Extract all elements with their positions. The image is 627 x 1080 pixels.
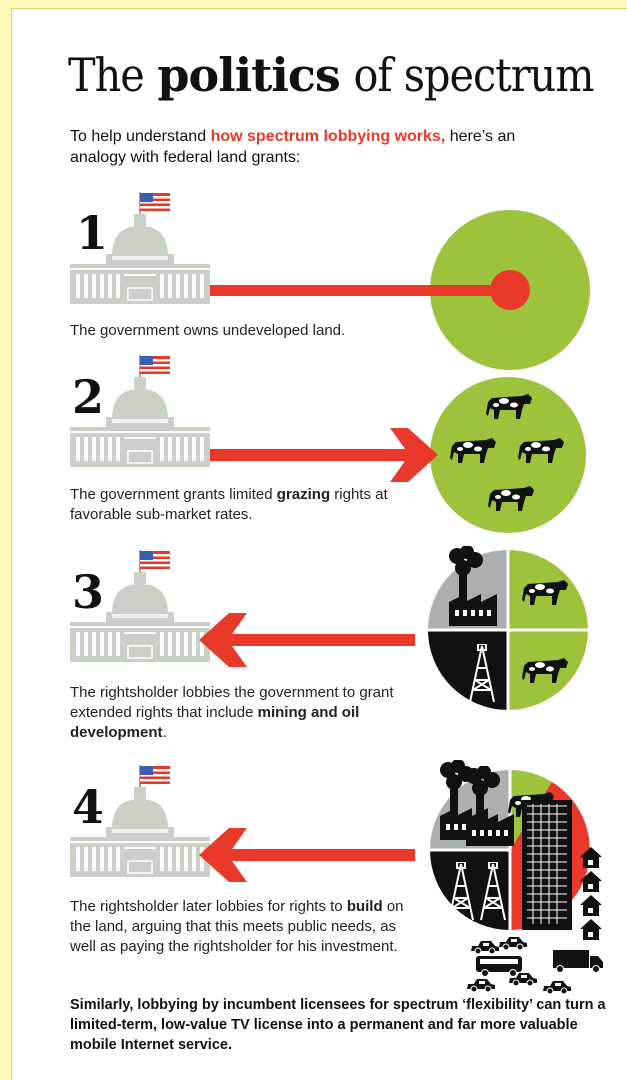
step-text: The government owns undeveloped land. — [70, 321, 430, 341]
text: of spectrum — [353, 48, 594, 102]
arrow-left — [199, 828, 415, 882]
land-circle — [430, 377, 586, 533]
arrow-left — [199, 613, 415, 667]
step-number: 2 — [72, 370, 105, 424]
bold-text: build — [346, 898, 383, 915]
car-icon — [543, 981, 571, 994]
step-number: 1 — [76, 206, 109, 260]
text: The government owns undeveloped land. — [70, 322, 346, 339]
house-icon — [580, 919, 602, 940]
truck-icon — [553, 950, 603, 973]
connector-line — [210, 285, 510, 296]
text: The rightsholder lobbies the government … — [70, 684, 394, 721]
text: rights at favorable sub-market rates. — [70, 486, 388, 523]
bold-text: politics — [157, 48, 340, 102]
bold-text: grazing — [276, 486, 331, 503]
intro: To help understand how spectrum lobbying… — [70, 126, 530, 168]
car-icon — [467, 979, 495, 992]
house-icon — [580, 895, 602, 916]
bus-icon — [476, 956, 522, 977]
footer: Similarly, lobbying by incumbent license… — [70, 997, 606, 1053]
step-text: The rightsholder lobbies the government … — [70, 683, 420, 743]
text: The rightsholder later lobbies for right… — [70, 898, 343, 915]
building-icon — [522, 800, 572, 930]
text: The — [68, 48, 145, 102]
car-icon — [499, 937, 527, 950]
text: on the land, arguing that this meets pub… — [70, 898, 404, 955]
arrow-right — [210, 428, 438, 482]
pie-oil — [428, 630, 508, 710]
text: The government grants limited — [70, 486, 273, 503]
text: To help understand — [70, 128, 207, 145]
step-number: 3 — [72, 565, 105, 619]
car-icon — [471, 941, 499, 954]
bold-text: how spectrum lobbying works, — [210, 128, 446, 145]
connector-dot — [490, 270, 530, 310]
step-text: The government grants limited grazing ri… — [70, 485, 410, 525]
step-text: The rightsholder later lobbies for right… — [70, 897, 415, 957]
text: here’s an analogy with federal land gran… — [70, 128, 516, 166]
bold-text: mining and oil development — [70, 704, 360, 741]
title: The politics of spectrum — [68, 48, 594, 102]
step-number: 4 — [72, 780, 105, 834]
pie-oil — [430, 850, 510, 930]
text: . — [162, 724, 167, 741]
